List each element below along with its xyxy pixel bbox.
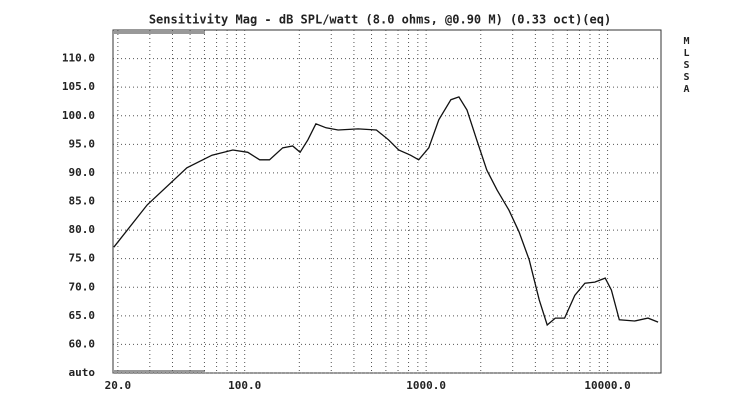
scroll-bar (113, 370, 205, 373)
y-tick-label: 75.0 (69, 252, 96, 265)
y-tick-label: 95.0 (69, 137, 96, 150)
series-line (113, 96, 659, 327)
y-tick-label: 90.0 (69, 166, 96, 179)
y-tick-label: 60.0 (69, 337, 96, 350)
y-tick-label: 70.0 (69, 280, 96, 293)
y-tick-label: 85.0 (69, 195, 96, 208)
chart-title: Sensitivity Mag - dB SPL/watt (8.0 ohms,… (149, 13, 611, 27)
y-tick-label: auto (69, 366, 96, 379)
y-tick-label: 65.0 (69, 309, 96, 322)
y-tick-label: 100.0 (62, 109, 95, 122)
x-tick-label: 10000.0 (584, 379, 630, 392)
y-tick-label: 80.0 (69, 223, 96, 236)
x-tick-label: 100.0 (228, 379, 261, 392)
scroll-bar (113, 31, 205, 34)
x-tick-label: 20.0 (105, 379, 132, 392)
y-tick-label: 110.0 (62, 52, 95, 65)
side-label: MLSSA (681, 36, 692, 96)
y-tick-label: 105.0 (62, 80, 95, 93)
x-tick-label: 1000.0 (406, 379, 446, 392)
